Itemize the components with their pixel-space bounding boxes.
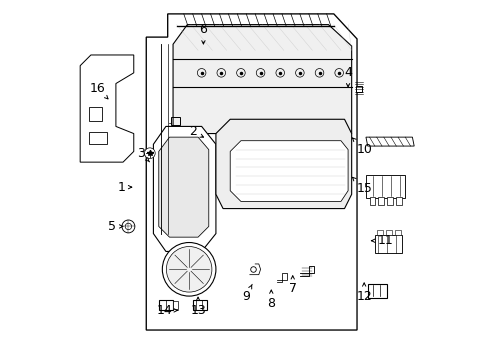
Text: 12: 12 [356, 283, 371, 303]
Text: 6: 6 [199, 23, 207, 44]
Bar [365, 175, 405, 198]
Bar [89, 132, 107, 144]
PathPatch shape [230, 141, 347, 202]
Bar [367, 284, 386, 298]
Bar [386, 197, 392, 205]
Bar [89, 107, 102, 121]
Text: 16: 16 [90, 82, 108, 99]
Bar [171, 117, 180, 125]
Text: 2: 2 [188, 125, 203, 138]
Circle shape [162, 243, 216, 296]
PathPatch shape [159, 137, 208, 237]
Bar [369, 197, 374, 205]
Text: 10: 10 [352, 138, 371, 156]
Circle shape [122, 220, 135, 233]
Text: 13: 13 [190, 297, 205, 317]
PathPatch shape [216, 119, 351, 208]
Text: 11: 11 [371, 234, 393, 247]
Circle shape [125, 223, 131, 230]
Circle shape [144, 148, 155, 158]
Bar [395, 197, 401, 205]
Text: 8: 8 [267, 290, 275, 310]
Bar [374, 235, 401, 253]
Text: 5: 5 [108, 220, 122, 233]
Text: 9: 9 [242, 284, 252, 303]
PathPatch shape [173, 24, 351, 134]
Text: 7: 7 [288, 276, 296, 296]
Bar [394, 230, 400, 235]
Text: 14: 14 [156, 304, 177, 317]
PathPatch shape [146, 14, 356, 330]
Bar [192, 300, 206, 310]
Text: 1: 1 [117, 181, 131, 194]
Bar [376, 230, 382, 235]
Bar [385, 230, 391, 235]
Text: 3: 3 [137, 147, 149, 162]
Text: 4: 4 [344, 66, 351, 87]
PathPatch shape [153, 126, 216, 251]
Bar [159, 300, 173, 310]
PathPatch shape [80, 55, 134, 162]
Bar [378, 197, 383, 205]
PathPatch shape [365, 137, 413, 146]
Circle shape [166, 247, 211, 292]
Bar [173, 301, 178, 309]
Text: 15: 15 [352, 177, 371, 195]
